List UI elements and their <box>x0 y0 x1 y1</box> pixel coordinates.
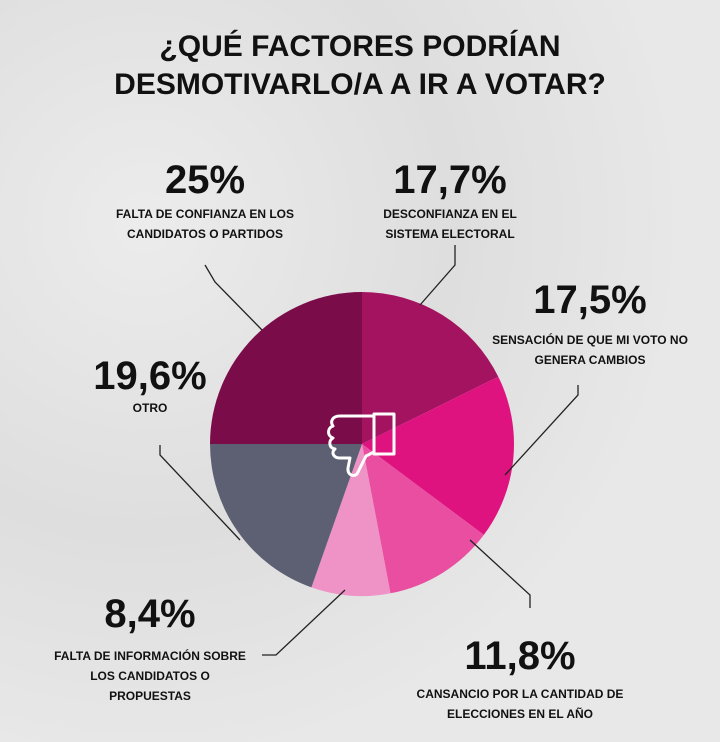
leader-line <box>504 385 579 476</box>
leader-line <box>204 264 263 331</box>
pie-slice <box>362 376 514 535</box>
leader-line <box>159 445 241 541</box>
category-label: FALTA DE CONFIANZA EN LOS CANDIDATOS O P… <box>116 207 294 241</box>
pie-slice <box>362 444 484 594</box>
pie-slice <box>210 444 362 588</box>
leader-line <box>419 245 456 306</box>
icon-part <box>327 414 376 477</box>
value-label: 25% <box>164 158 246 202</box>
category-label: SENSACIÓN DE QUE MI VOTO NO GENERA CAMBI… <box>492 333 688 367</box>
pie-slice <box>311 444 391 596</box>
category-label: CANSANCIO POR LA CANTIDAD DE ELECCIONES … <box>416 687 624 721</box>
value-label: 11,8% <box>464 634 576 678</box>
category-label: OTRO <box>132 401 168 415</box>
value-label: 17,5% <box>533 278 647 322</box>
leader-line <box>469 539 531 608</box>
value-label: 19,6% <box>93 354 207 398</box>
pie-slice <box>210 292 362 444</box>
value-label: 17,7% <box>393 158 507 202</box>
category-label: DESCONFIANZA EN EL SISTEMA ELECTORAL <box>383 207 517 241</box>
thumbs-down-icon <box>327 412 396 477</box>
category-label: FALTA DE INFORMACIÓN SOBRE LOS CANDIDATO… <box>54 649 246 703</box>
leader-line <box>262 589 346 656</box>
chart-title: ¿QUÉ FACTORES PODRÍAN DESMOTIVARLO/A A I… <box>114 30 606 101</box>
pie-slice <box>362 292 499 444</box>
value-label: 8,4% <box>104 592 196 636</box>
